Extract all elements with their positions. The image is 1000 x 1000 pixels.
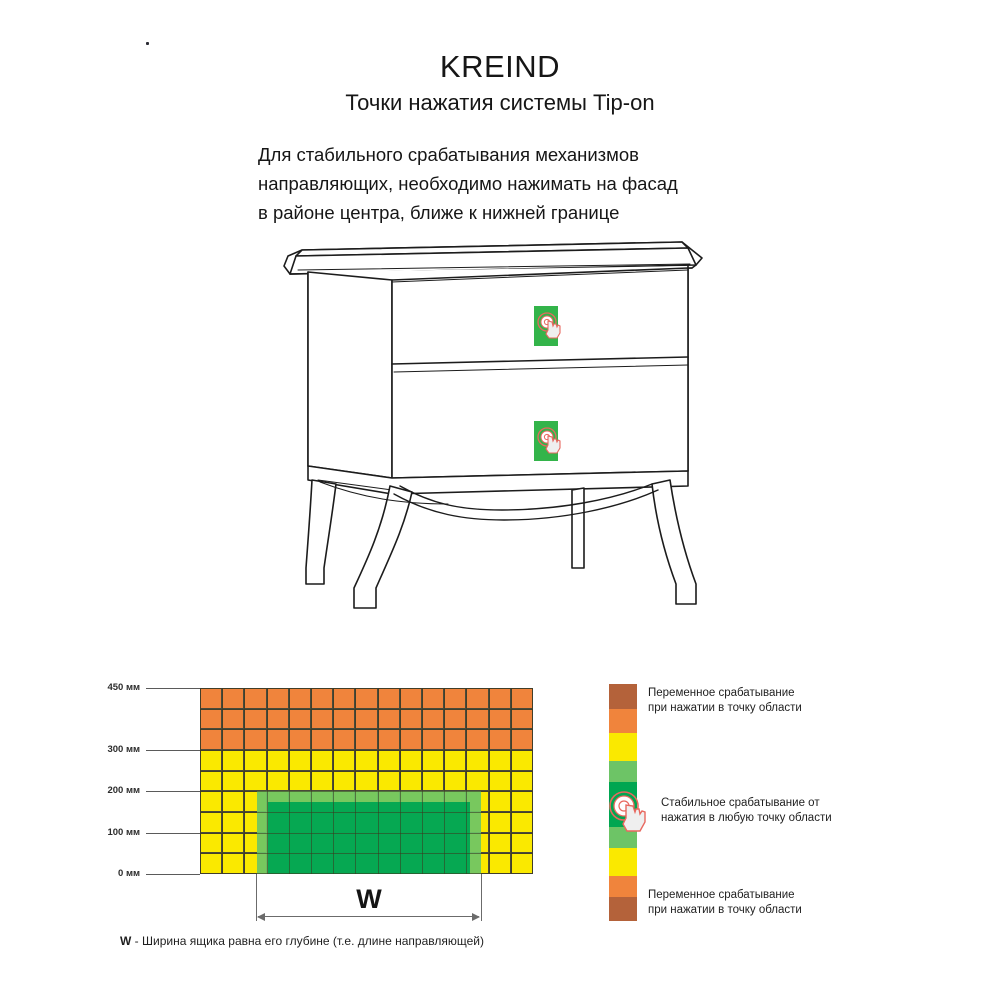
y-axis-tick-label: 100 мм — [107, 826, 140, 838]
legend-band-brown-bottom — [609, 896, 637, 921]
y-axis-tick-label: 200 мм — [107, 785, 140, 797]
caption-text: - Ширина ящика равна его глубине (т.е. д… — [131, 934, 484, 948]
nightstand-illustration — [272, 228, 712, 618]
dim-arrow-right — [472, 913, 480, 921]
legend-entry-stable: Стабильное срабатывание от нажатия в люб… — [661, 796, 832, 826]
gridline-horizontal — [200, 771, 533, 772]
y-axis-tick-label: 450 мм — [107, 682, 140, 693]
intro-line-1: Для стабильного срабатывания механизмов — [258, 144, 639, 165]
legend-band-orange-bottom — [609, 876, 637, 898]
legend-band-yellow-bottom — [609, 848, 637, 877]
legend-entry-variable-top: Переменное срабатывание при нажатии в то… — [648, 686, 802, 716]
intro-line-3: в районе центра, ближе к нижней границе — [258, 202, 620, 223]
legend-entry-stable-line-2: нажатия в любую точку области — [661, 812, 832, 824]
gridline-vertical — [489, 688, 490, 874]
brand-title: KREIND — [439, 49, 561, 84]
gridline-vertical — [511, 688, 512, 874]
dim-line-w — [258, 916, 479, 917]
page-subtitle: Точки нажатия системы Tip-on — [345, 90, 655, 115]
gridline-vertical — [244, 688, 245, 874]
legend-band-lightgreen-top — [609, 760, 637, 783]
dim-extension-left — [256, 874, 257, 921]
chart-caption: W - Ширина ящика равна его глубине (т.е.… — [120, 934, 720, 948]
legend-band-yellow-top — [609, 733, 637, 762]
y-axis-tick-label: 0 мм — [118, 868, 140, 879]
gridline-vertical — [444, 688, 445, 874]
caption-symbol: W — [120, 934, 132, 948]
gridline-vertical — [422, 688, 423, 874]
legend-entry-variable-top-line-1: Переменное срабатывание — [648, 687, 795, 699]
gridline-horizontal — [200, 729, 533, 730]
gridline-vertical — [400, 688, 401, 874]
y-axis-tick-label: 300 мм — [107, 744, 140, 755]
dim-arrow-left — [257, 913, 265, 921]
gridline-vertical — [355, 688, 356, 874]
hand-tap-icon — [609, 791, 646, 832]
dim-extension-right — [481, 874, 482, 921]
dust-speck-artifact — [146, 42, 149, 45]
y-axis-tick-line — [146, 874, 200, 875]
legend-entry-variable-bottom-line-2: при нажатии в точку области — [648, 904, 802, 916]
y-axis-tick-line — [146, 688, 200, 689]
legend-band-lightgreen-bottom — [609, 827, 637, 850]
gridline-horizontal — [200, 812, 533, 813]
gridline-vertical — [222, 688, 223, 874]
gridline-vertical — [333, 688, 334, 874]
gridline-horizontal — [200, 853, 533, 854]
gridline-horizontal — [200, 833, 533, 834]
legend-band-orange-top — [609, 708, 637, 734]
gridline-vertical — [289, 688, 290, 874]
gridline-horizontal — [200, 791, 533, 792]
legend-entry-variable-bottom: Переменное срабатывание при нажатии в то… — [648, 888, 802, 918]
gridline-vertical — [466, 688, 467, 874]
intro-line-2: направляющих, необходимо нажимать на фас… — [258, 173, 678, 194]
legend-band-brown-top — [609, 684, 637, 710]
legend-entry-stable-line-1: Стабильное срабатывание от — [661, 797, 820, 809]
heatmap-gridlines — [200, 688, 533, 874]
gridline-horizontal — [200, 709, 533, 710]
legend-entry-variable-top-line-2: при нажатии в точку области — [648, 702, 802, 714]
intro-paragraph: Для стабильного срабатывания механизмов … — [258, 140, 778, 227]
gridline-horizontal — [200, 750, 533, 751]
dim-label-w: W — [356, 884, 382, 914]
hand-tap-icon — [537, 312, 561, 339]
y-axis-tick-line — [146, 832, 200, 834]
gridline-vertical — [378, 688, 379, 874]
legend-hand-marker — [607, 788, 655, 840]
legend-entry-variable-bottom-line-1: Переменное срабатывание — [648, 889, 795, 901]
gridline-vertical — [267, 688, 268, 874]
y-axis-tick-line — [146, 750, 200, 751]
zone-stable-core — [267, 801, 470, 874]
pressure-zone-heatmap — [200, 688, 533, 874]
y-axis-tick-line — [146, 791, 200, 793]
hand-tap-icon — [537, 427, 561, 454]
gridline-vertical — [311, 688, 312, 874]
legend: Переменное срабатывание при нажатии в то… — [609, 684, 939, 924]
heatmap-frame — [200, 688, 533, 874]
